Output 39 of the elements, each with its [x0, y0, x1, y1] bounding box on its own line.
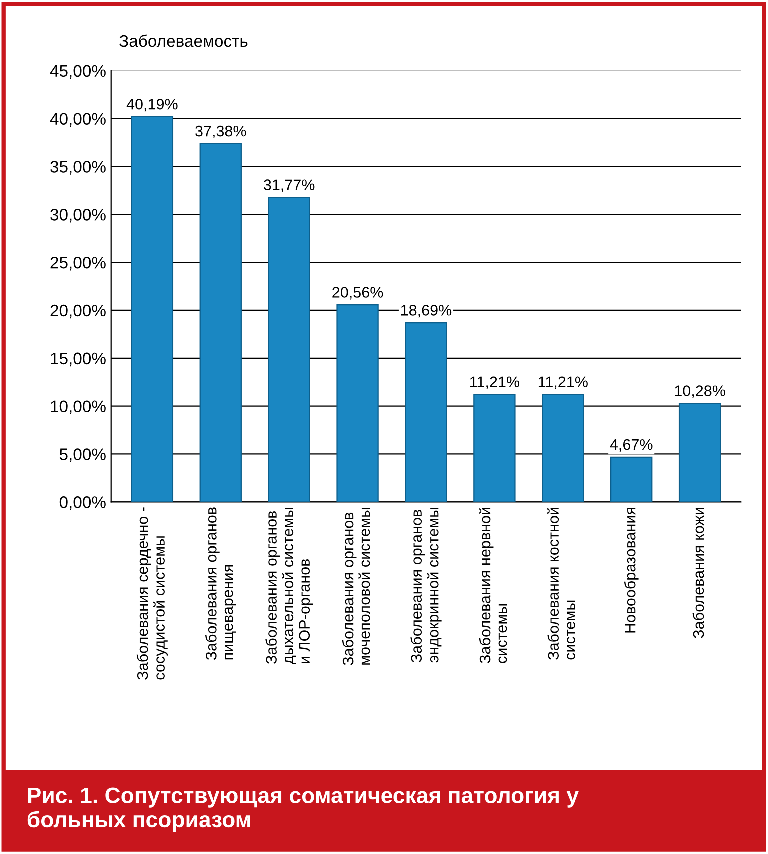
- y-axis-title: Заболеваемость: [120, 34, 248, 48]
- x-tick-label: Заболевания сердечно - сосудистой системы: [136, 508, 168, 680]
- bar: [542, 394, 584, 502]
- y-tick-label: 5,00%: [60, 448, 106, 462]
- data-label: 4,67%: [610, 439, 653, 452]
- text: Рис. 1. Сопутствующая соматическая патология у больных псориазом: [28, 788, 579, 832]
- x-tick-label: Заболевания костной системы: [548, 508, 576, 660]
- bar: [268, 197, 310, 502]
- x-tick-label: Заболевания органов пищеварения: [205, 508, 236, 660]
- x-tick-label: Заболевания органов дыхательной системы и ЛОР-органов: [266, 508, 314, 664]
- y-tick-label: 25,00%: [50, 256, 106, 271]
- data-label: 37,38%: [196, 126, 246, 139]
- data-label: 40,19%: [126, 98, 178, 112]
- y-tick-label: 20,00%: [50, 304, 106, 319]
- data-label: 10,28%: [675, 386, 726, 398]
- x-tick-label: Новообразования: [624, 508, 639, 633]
- y-tick-label: 15,00%: [51, 352, 106, 367]
- bar: [405, 322, 448, 502]
- y-tick-label: 35,00%: [50, 161, 106, 175]
- x-tick-label: Заболевания нервной системы: [479, 508, 508, 664]
- x-tick-label: Заболевания кожи: [692, 508, 704, 638]
- bar: [678, 403, 722, 502]
- bar: [336, 304, 379, 502]
- data-label: 20,56%: [332, 287, 384, 300]
- data-label: 11,21%: [538, 376, 588, 390]
- data-label: 31,77%: [264, 180, 315, 192]
- y-tick-label: 30,00%: [50, 209, 106, 223]
- bar: [610, 456, 653, 502]
- bar: [200, 143, 242, 502]
- x-tick-label: Заболевания органов эндокринной системы: [410, 508, 442, 663]
- data-label: 11,21%: [470, 376, 520, 390]
- bar: [474, 394, 516, 502]
- data-label: 18,69%: [402, 305, 452, 318]
- x-tick-label: Заболевания органов мочеполовой системы: [342, 508, 370, 666]
- y-tick-label: 45,00%: [50, 65, 106, 80]
- bar: [131, 116, 174, 502]
- y-tick-label: 10,00%: [51, 400, 106, 414]
- y-tick-label: 40,00%: [50, 113, 106, 127]
- y-tick-label: 0,00%: [60, 496, 106, 510]
